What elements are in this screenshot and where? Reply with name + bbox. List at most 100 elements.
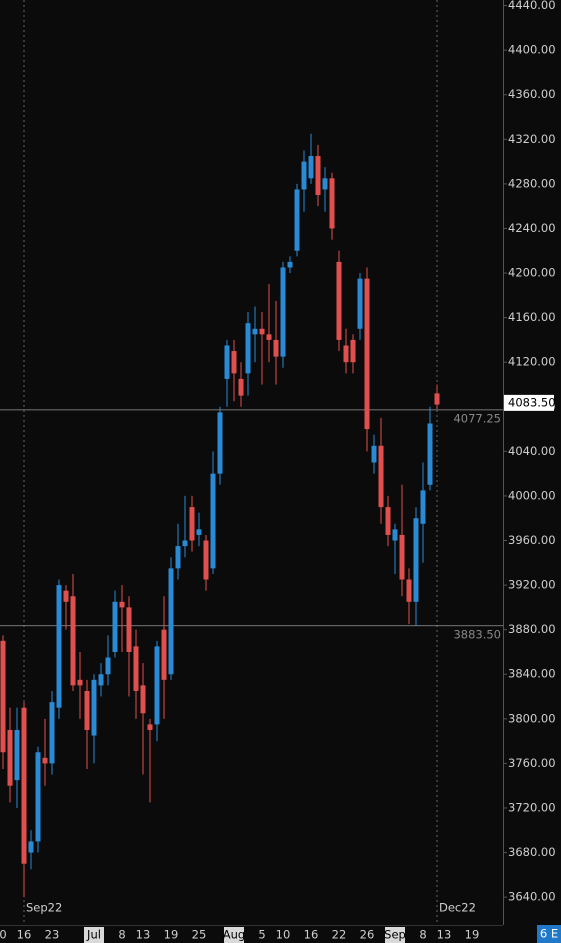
y-tick-label: 4280.00 [508, 176, 556, 190]
candle-body [7, 729, 13, 786]
candle-body [189, 507, 195, 541]
x-tick-label: 8 [419, 928, 426, 942]
candle-body [21, 707, 27, 864]
y-tick-label: 3920.00 [508, 578, 556, 592]
month-box [224, 927, 244, 943]
candle-body [238, 378, 244, 396]
x-tick-label: 16 [17, 928, 32, 942]
y-tick-label: 3760.00 [508, 756, 556, 770]
candle-body [287, 261, 293, 268]
x-tick-label: 25 [192, 928, 207, 942]
candle-body [364, 278, 370, 430]
y-tick-label: 4240.00 [508, 221, 556, 235]
candle-body [182, 540, 188, 547]
candle-body [308, 156, 314, 179]
corner-label: 6 E [540, 927, 558, 941]
last-price-label: 4083.50 [508, 395, 556, 409]
candle-body [147, 724, 153, 730]
candle-body [392, 529, 398, 541]
candle-body [140, 685, 146, 714]
candle-body [301, 161, 307, 190]
last-price-box [504, 394, 554, 411]
candle-body [343, 345, 349, 363]
candle-body [357, 278, 363, 329]
y-tick-label: 3680.00 [508, 845, 556, 859]
candle-body [175, 546, 181, 569]
y-tick-label: 4040.00 [508, 444, 556, 458]
candle-body [280, 267, 286, 357]
y-tick-label: 3880.00 [508, 622, 556, 636]
candle-body [14, 729, 20, 781]
candle-body [315, 156, 321, 196]
y-tick-label: 4320.00 [508, 132, 556, 146]
y-tick-label: 4160.00 [508, 310, 556, 324]
x-tick-label: 10 [276, 928, 291, 942]
candle-body [385, 507, 391, 535]
y-tick-label: 3720.00 [508, 800, 556, 814]
candle-body [112, 601, 118, 652]
candle-body [56, 585, 62, 708]
candle-body [42, 757, 48, 764]
x-tick-label: 26 [360, 928, 375, 942]
y-tick-label: 4400.00 [508, 43, 556, 57]
x-tick-label: 8 [118, 928, 125, 942]
candle-body [35, 752, 41, 842]
candle-body [336, 261, 342, 340]
candle-body [266, 334, 272, 340]
x-tick-label: 19 [164, 928, 179, 942]
expiry-label: Sep22 [26, 901, 62, 915]
candle-body [105, 657, 111, 675]
expiry-label: Dec22 [439, 901, 476, 915]
candle-body [406, 579, 412, 602]
x-tick-label: 23 [45, 928, 60, 942]
candle-body [217, 412, 223, 474]
month-box [84, 927, 104, 943]
price-line-label: 4077.25 [453, 411, 501, 425]
candle-body [294, 189, 300, 251]
candle-body [427, 423, 433, 485]
candle-body [231, 351, 237, 374]
x-tick-label: 5 [258, 928, 265, 942]
candle-body [133, 646, 139, 691]
candle-body [350, 339, 356, 363]
y-tick-label: 3640.00 [508, 890, 556, 904]
x-tick-label: 13 [136, 928, 151, 942]
x-tick-label: Jul [86, 928, 101, 942]
candle-body [252, 328, 258, 335]
y-tick-label: 3960.00 [508, 533, 556, 547]
y-tick-label: 4000.00 [508, 488, 556, 502]
x-tick-label: Sep [384, 928, 406, 942]
candle-body [259, 328, 265, 335]
candle-body [63, 590, 69, 602]
candle-body [119, 601, 125, 608]
x-tick-label: Aug [223, 928, 245, 942]
y-tick-label: 3840.00 [508, 667, 556, 681]
candle-body [98, 674, 104, 686]
candle-body [210, 473, 216, 569]
candle-body [84, 690, 90, 730]
candle-body [413, 518, 419, 602]
candle-body [77, 679, 83, 686]
y-tick-label: 4200.00 [508, 266, 556, 280]
candle-body [329, 178, 335, 229]
x-tick-label: 16 [304, 928, 319, 942]
x-tick-label: 22 [332, 928, 347, 942]
candle-body [0, 640, 6, 753]
candle-body [126, 607, 132, 652]
candle-body [49, 702, 55, 764]
x-tick-label: 13 [437, 928, 452, 942]
candle-body [420, 490, 426, 524]
candle-body [70, 596, 76, 686]
y-tick-label: 3800.00 [508, 711, 556, 725]
x-tick-label: 19 [465, 928, 480, 942]
candle-body [168, 568, 174, 675]
x-tick-label: 0 [0, 928, 7, 942]
candle-body [224, 345, 230, 379]
candle-body [399, 534, 405, 580]
corner-box [537, 925, 561, 943]
y-tick-label: 4360.00 [508, 87, 556, 101]
candle-body [378, 445, 384, 508]
candle-body [434, 393, 440, 405]
candle-body [371, 445, 377, 463]
